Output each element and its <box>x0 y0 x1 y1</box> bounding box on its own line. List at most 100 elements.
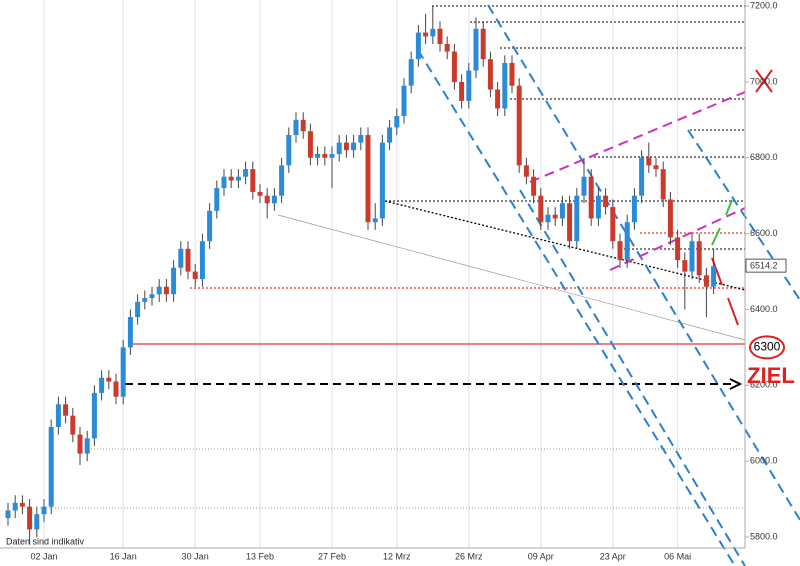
candle-body <box>444 43 450 52</box>
y-axis: 5800.0 6000.0 6200.0 6400.0 6600.0 6800.0 7000… <box>745 0 778 541</box>
candle-body <box>574 195 580 242</box>
candle-body <box>257 191 263 196</box>
x-tick-label: 30 Jan <box>182 551 209 561</box>
candle-body <box>77 434 83 454</box>
candle-body <box>423 32 429 37</box>
candle-body <box>27 506 33 530</box>
x-tick-label: 16 Jan <box>110 551 137 561</box>
y-tick-label: 6000.0 <box>750 456 778 466</box>
candle-body <box>473 28 479 71</box>
candle-body <box>149 294 155 299</box>
candle-body <box>567 203 573 242</box>
candle-body <box>12 502 18 511</box>
candle-body <box>84 438 90 454</box>
candle-body <box>696 241 702 276</box>
candle-body <box>178 248 184 268</box>
candle-body <box>156 286 162 295</box>
candle-body <box>545 214 551 223</box>
candle-body <box>199 241 205 280</box>
candle-body <box>185 248 191 272</box>
candle-body <box>250 169 256 192</box>
candle-body <box>315 153 321 158</box>
candle-body <box>343 142 349 151</box>
candle-body <box>41 506 47 515</box>
candle-body <box>415 32 421 60</box>
y-tick-label: 7000.0 <box>750 76 778 86</box>
channel-line <box>417 49 736 566</box>
candle-body <box>603 195 609 208</box>
y-tick-label: 5800.0 <box>750 531 778 541</box>
candle-body <box>624 222 630 261</box>
x-tick-label: 13 Feb <box>246 551 274 561</box>
candle-body <box>552 214 558 219</box>
last-price-label: 6514.2 <box>750 261 778 271</box>
channel-line <box>519 189 746 566</box>
candle-body <box>667 199 673 238</box>
last-price-box <box>745 258 787 273</box>
channel-line <box>487 4 800 521</box>
candle-body <box>214 188 220 211</box>
candle-body <box>437 28 443 44</box>
trend-line <box>277 214 746 341</box>
candle-body <box>171 267 177 295</box>
candle-body <box>559 203 565 219</box>
candle-body <box>113 381 119 397</box>
candle-body <box>595 195 601 219</box>
candle-body <box>228 176 234 181</box>
candle-body <box>387 127 393 143</box>
y-tick-label: 6200.0 <box>750 380 778 390</box>
candle-body <box>207 210 213 242</box>
candle-body <box>235 176 241 181</box>
candle-body <box>365 135 371 223</box>
candle-body <box>99 377 105 393</box>
candle-body <box>106 377 112 382</box>
candle-body <box>531 176 537 196</box>
candle-body <box>610 207 616 242</box>
candle-body <box>221 176 227 189</box>
candle-body <box>523 165 529 177</box>
arrow-head <box>729 378 743 390</box>
candle-body <box>372 218 378 223</box>
candle-body <box>127 317 133 348</box>
candle-body <box>63 404 69 416</box>
y-tick-label: 6800.0 <box>750 152 778 162</box>
candle-body <box>639 157 645 196</box>
candle-body <box>703 275 709 287</box>
candle-body <box>408 59 414 86</box>
y-tick-label: 6400.0 <box>750 304 778 314</box>
candle-body <box>243 169 249 177</box>
candle-body <box>48 427 54 507</box>
candle-body <box>293 119 299 136</box>
candle-body <box>135 301 141 318</box>
x-tick-label: 12 Mrz <box>383 551 411 561</box>
candle-body <box>682 260 688 272</box>
candle-body <box>163 286 169 295</box>
wedge-line <box>609 207 746 271</box>
y-tick-label: 7200.0 <box>750 0 778 10</box>
candle-body <box>487 59 493 90</box>
candle-body <box>480 28 486 60</box>
x-tick-label: 09 Apr <box>528 551 554 561</box>
candle-body <box>264 195 270 204</box>
candle-body <box>502 62 508 109</box>
candle-body <box>300 119 306 132</box>
x-tick-label: 06 Mai <box>664 551 691 561</box>
candle-body <box>675 237 681 261</box>
candle-body <box>495 89 501 109</box>
candle-body <box>286 135 292 166</box>
candle-body <box>329 153 335 158</box>
wedge-line <box>529 91 746 183</box>
x-tick-label: 02 Jan <box>30 551 57 561</box>
x-tick-label: 27 Feb <box>318 551 346 561</box>
candle-body <box>55 404 61 428</box>
candle-body <box>466 70 472 101</box>
x-tick-label: 23 Apr <box>600 551 626 561</box>
candle-body <box>509 62 515 86</box>
candle-body <box>394 116 400 128</box>
candle-body <box>5 510 11 519</box>
candle-body <box>351 142 357 151</box>
candle-body <box>430 28 436 37</box>
y-tick-label: 6600.0 <box>750 228 778 238</box>
